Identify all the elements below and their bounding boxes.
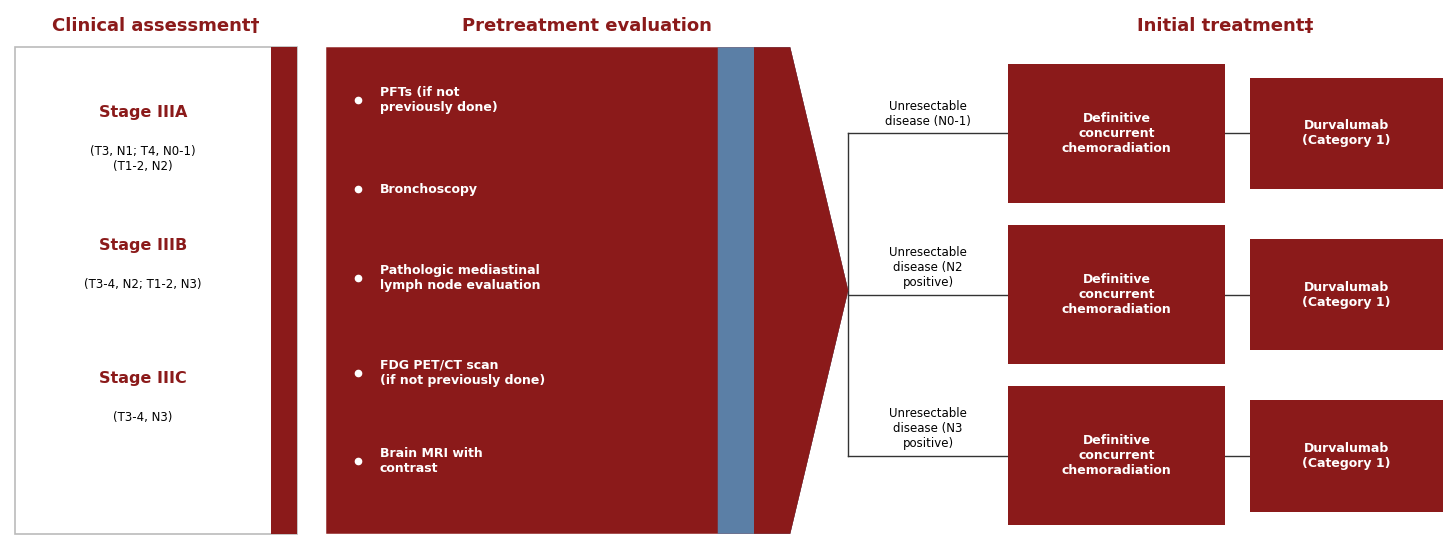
Text: Definitive
concurrent
chemoradiation: Definitive concurrent chemoradiation bbox=[1061, 273, 1172, 316]
Text: Bronchoscopy: Bronchoscopy bbox=[380, 182, 479, 196]
Text: Pathologic mediastinal
lymph node evaluation: Pathologic mediastinal lymph node evalua… bbox=[380, 264, 541, 292]
Text: Durvalumab
(Category 1): Durvalumab (Category 1) bbox=[1302, 120, 1391, 147]
Text: Definitive
concurrent
chemoradiation: Definitive concurrent chemoradiation bbox=[1061, 112, 1172, 155]
Text: Durvalumab
(Category 1): Durvalumab (Category 1) bbox=[1302, 281, 1391, 309]
Text: PFTs (if not
previously done): PFTs (if not previously done) bbox=[380, 86, 497, 114]
Text: Unresectable
disease (N3
positive): Unresectable disease (N3 positive) bbox=[889, 408, 967, 450]
Text: Pretreatment evaluation: Pretreatment evaluation bbox=[463, 17, 712, 34]
Text: Clinical assessment†: Clinical assessment† bbox=[52, 17, 260, 34]
FancyBboxPatch shape bbox=[1250, 400, 1443, 512]
Text: Stage IIIC: Stage IIIC bbox=[99, 371, 187, 386]
Text: Initial treatment‡: Initial treatment‡ bbox=[1137, 17, 1314, 34]
FancyBboxPatch shape bbox=[1008, 386, 1225, 525]
FancyBboxPatch shape bbox=[1250, 239, 1443, 350]
Text: (T3-4, N2; T1-2, N3): (T3-4, N2; T1-2, N3) bbox=[84, 278, 202, 291]
Text: FDG PET/CT scan
(if not previously done): FDG PET/CT scan (if not previously done) bbox=[380, 359, 545, 386]
Text: Stage IIIA: Stage IIIA bbox=[99, 105, 187, 120]
Polygon shape bbox=[718, 47, 848, 534]
FancyBboxPatch shape bbox=[14, 47, 297, 534]
Text: (T3, N1; T4, N0-1)
(T1-2, N2): (T3, N1; T4, N0-1) (T1-2, N2) bbox=[90, 145, 196, 172]
Text: Unresectable
disease (N2
positive): Unresectable disease (N2 positive) bbox=[889, 246, 967, 289]
Text: Stage IIIB: Stage IIIB bbox=[99, 238, 187, 253]
Polygon shape bbox=[326, 47, 848, 534]
Text: Durvalumab
(Category 1): Durvalumab (Category 1) bbox=[1302, 442, 1391, 470]
FancyBboxPatch shape bbox=[1250, 78, 1443, 189]
Text: Unresectable
disease (N0-1): Unresectable disease (N0-1) bbox=[884, 100, 972, 128]
Text: (T3-4, N3): (T3-4, N3) bbox=[113, 411, 173, 424]
Polygon shape bbox=[754, 47, 848, 534]
FancyBboxPatch shape bbox=[1008, 64, 1225, 203]
FancyBboxPatch shape bbox=[271, 47, 297, 534]
FancyBboxPatch shape bbox=[1008, 225, 1225, 364]
Text: Definitive
concurrent
chemoradiation: Definitive concurrent chemoradiation bbox=[1061, 434, 1172, 478]
Text: Brain MRI with
contrast: Brain MRI with contrast bbox=[380, 448, 483, 475]
